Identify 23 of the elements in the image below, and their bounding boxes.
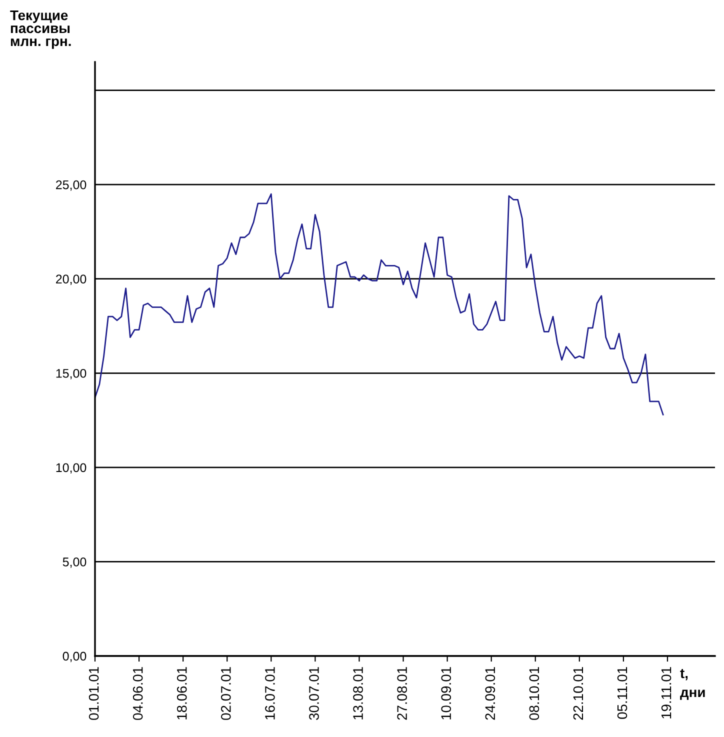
x-tick-label: 24.09.01 bbox=[485, 667, 496, 720]
x-tick-label: 08.10.01 bbox=[529, 667, 540, 720]
y-tick-label: 25,00 bbox=[56, 180, 86, 191]
x-tick-label: 19.11.01 bbox=[661, 667, 672, 718]
x-tick-label: 18.06.01 bbox=[176, 667, 187, 720]
x-tick-label: 22.10.01 bbox=[573, 667, 584, 720]
y-tick-label: 20,00 bbox=[56, 274, 86, 285]
y-tick-label: 5,00 bbox=[62, 558, 86, 568]
x-tick-label: 05.11.01 bbox=[617, 667, 628, 719]
x-tick-label: 13.08.01 bbox=[353, 667, 363, 720]
y-tick-label: 0,00 bbox=[62, 652, 86, 662]
y-axis-title: Текущие пассивы млн. грн. bbox=[10, 10, 71, 49]
x-tick-label: 16.07.01 bbox=[265, 667, 275, 720]
x-tick-label: 02.07.01 bbox=[221, 667, 231, 720]
line-series bbox=[95, 193, 664, 416]
x-tick-label: 30.07.01 bbox=[309, 667, 319, 720]
x-tick-label: 04.06.01 bbox=[132, 667, 143, 720]
x-axis-title: t, дни bbox=[680, 669, 705, 700]
y-tick-label: 15,00 bbox=[56, 368, 86, 380]
y-tick-label: 10,00 bbox=[56, 463, 86, 474]
x-tick-label: 01.01.01 bbox=[88, 667, 99, 720]
x-tick-label: 27.08.01 bbox=[397, 667, 407, 720]
x-tick-label: 10.09.01 bbox=[441, 667, 452, 720]
